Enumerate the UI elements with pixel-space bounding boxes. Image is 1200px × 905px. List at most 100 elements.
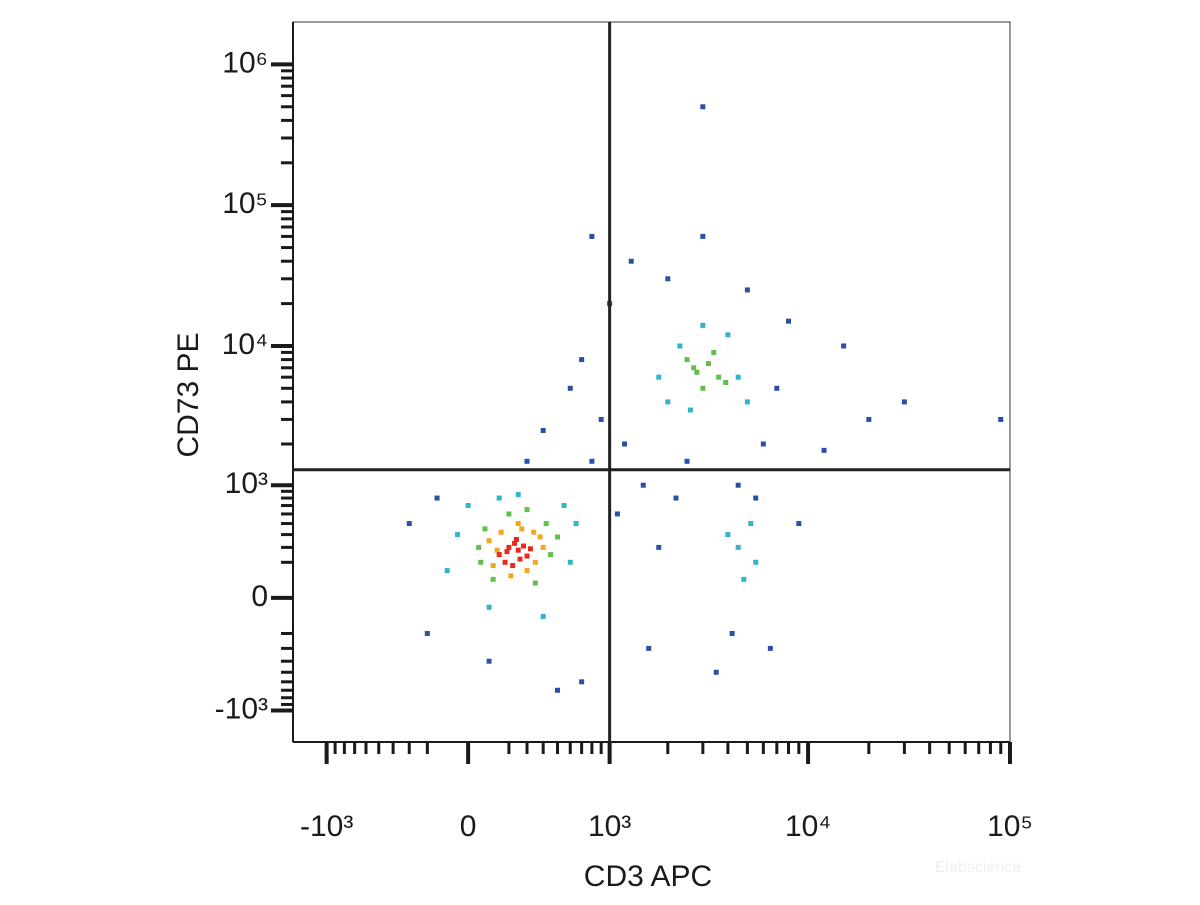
event-point xyxy=(490,563,496,569)
watermark: Elabscience xyxy=(935,859,1021,876)
event-point xyxy=(735,374,741,380)
event-point xyxy=(510,563,516,569)
event-point xyxy=(786,318,792,324)
y-axis-title: CD73 PE xyxy=(172,332,205,457)
event-point xyxy=(735,544,741,550)
event-point xyxy=(555,687,561,693)
event-point xyxy=(434,495,440,501)
event-point xyxy=(494,547,500,553)
event-point xyxy=(866,416,872,422)
y-tick-label: 0 xyxy=(251,580,268,613)
x-tick-label: 10⁴ xyxy=(785,810,831,843)
event-point xyxy=(573,521,579,527)
event-point xyxy=(691,365,697,371)
x-tick-label: -10³ xyxy=(300,810,353,843)
event-point xyxy=(640,482,646,488)
event-point xyxy=(561,503,567,509)
event-point xyxy=(684,458,690,464)
event-point xyxy=(665,399,671,405)
event-point xyxy=(524,507,530,513)
event-point xyxy=(502,559,508,565)
event-point xyxy=(521,543,527,549)
event-point xyxy=(821,447,827,453)
event-point xyxy=(841,343,847,349)
event-point xyxy=(998,416,1004,422)
y-tick-label: 10⁶ xyxy=(222,46,268,79)
event-point xyxy=(700,233,706,239)
event-point xyxy=(744,287,750,293)
y-tick-label: 10³ xyxy=(225,467,268,500)
event-point xyxy=(700,104,706,110)
event-point xyxy=(527,546,533,552)
event-point xyxy=(744,399,750,405)
x-tick-label: 10³ xyxy=(588,810,631,843)
event-point xyxy=(486,658,492,664)
event-point xyxy=(515,547,521,553)
event-point xyxy=(532,559,538,565)
event-point xyxy=(646,645,652,651)
event-point xyxy=(537,534,543,540)
event-point xyxy=(579,357,585,363)
event-point xyxy=(531,529,537,535)
event-point xyxy=(512,540,518,546)
event-point xyxy=(589,233,595,239)
x-tick-label: 10⁵ xyxy=(987,810,1033,843)
event-point xyxy=(700,385,706,391)
event-point xyxy=(589,458,595,464)
event-point xyxy=(716,374,722,380)
plot-frame xyxy=(292,21,1011,743)
event-point xyxy=(598,416,604,422)
event-point xyxy=(741,576,747,582)
event-point xyxy=(498,529,504,535)
event-point xyxy=(496,495,502,501)
event-point xyxy=(555,534,561,540)
event-point xyxy=(506,544,512,550)
event-point xyxy=(748,521,754,527)
event-point xyxy=(796,521,802,527)
event-point xyxy=(524,553,530,559)
event-point xyxy=(753,495,759,501)
event-point xyxy=(476,544,482,550)
event-point xyxy=(901,399,907,405)
event-point xyxy=(665,276,671,282)
event-point xyxy=(486,538,492,544)
event-point xyxy=(622,441,628,447)
event-point xyxy=(705,361,711,367)
x-axis-title: CD3 APC xyxy=(584,860,712,893)
event-point xyxy=(774,385,780,391)
event-point xyxy=(735,482,741,488)
event-point xyxy=(540,544,546,550)
event-point xyxy=(673,495,679,501)
event-point xyxy=(753,559,759,565)
event-point xyxy=(628,258,634,264)
event-point xyxy=(767,645,773,651)
event-point xyxy=(725,532,731,538)
event-point xyxy=(465,503,471,509)
event-point xyxy=(579,679,585,685)
event-point xyxy=(548,552,554,558)
event-point xyxy=(524,568,530,574)
event-point xyxy=(524,458,530,464)
event-point xyxy=(713,669,719,675)
event-point xyxy=(444,568,450,574)
event-point xyxy=(687,407,693,413)
event-point xyxy=(567,385,573,391)
event-point xyxy=(656,374,662,380)
event-point xyxy=(515,492,521,498)
event-point xyxy=(486,604,492,610)
event-point xyxy=(540,427,546,433)
event-point xyxy=(424,630,430,636)
event-point xyxy=(684,357,690,363)
event-point xyxy=(760,441,766,447)
y-tick-label: 10⁵ xyxy=(222,187,268,220)
x-tick-label: 0 xyxy=(460,810,477,843)
event-point xyxy=(478,559,484,565)
event-point xyxy=(496,552,502,558)
event-point xyxy=(504,549,510,555)
event-point xyxy=(515,521,521,527)
event-point xyxy=(567,559,573,565)
event-point xyxy=(694,369,700,375)
event-point xyxy=(508,573,514,579)
event-point xyxy=(506,511,512,517)
